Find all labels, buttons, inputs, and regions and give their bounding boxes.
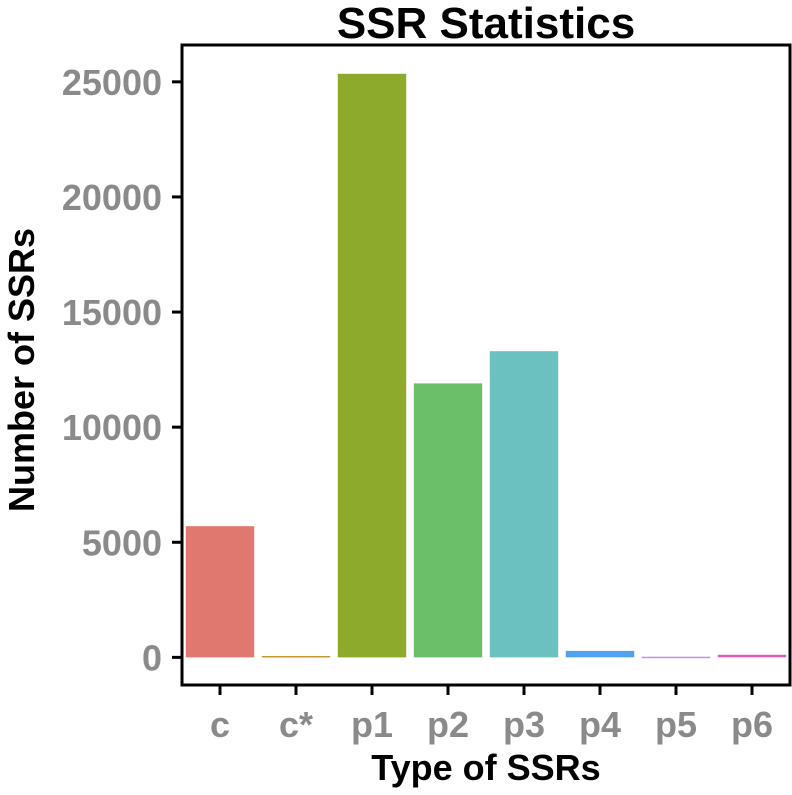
x-tick-label: p3 bbox=[503, 704, 545, 745]
y-tick-label: 10000 bbox=[62, 407, 162, 448]
bar-p3 bbox=[489, 351, 559, 658]
chart-title: SSR Statistics bbox=[337, 0, 635, 48]
y-tick-label: 20000 bbox=[62, 177, 162, 218]
y-tick-label: 0 bbox=[142, 637, 162, 678]
x-axis-ticks: c c* p1 p2 p3 p4 p5 p6 bbox=[210, 685, 773, 745]
bar-p6 bbox=[717, 654, 787, 658]
x-tick-label: c* bbox=[279, 704, 313, 745]
x-tick-label: p6 bbox=[731, 704, 773, 745]
bars-group bbox=[185, 73, 787, 659]
bar-c bbox=[185, 526, 255, 658]
x-tick-label: p1 bbox=[351, 704, 393, 745]
bar-p4 bbox=[565, 650, 635, 658]
y-tick-label: 15000 bbox=[62, 292, 162, 333]
bar-p2 bbox=[413, 383, 483, 658]
y-axis-title: Number of SSRs bbox=[1, 228, 42, 512]
bar-cstar bbox=[261, 656, 331, 658]
y-axis-ticks: 0 5000 10000 15000 20000 25000 bbox=[62, 62, 182, 678]
y-tick-label: 25000 bbox=[62, 62, 162, 103]
x-tick-label: c bbox=[210, 704, 230, 745]
x-tick-label: p5 bbox=[655, 704, 697, 745]
plot-frame bbox=[180, 43, 792, 687]
x-axis-title: Type of SSRs bbox=[371, 747, 600, 788]
x-tick-label: p2 bbox=[427, 704, 469, 745]
bar-p5 bbox=[641, 656, 711, 659]
y-tick-label: 5000 bbox=[82, 522, 162, 563]
x-tick-label: p4 bbox=[579, 704, 621, 745]
bar-p1 bbox=[337, 73, 407, 658]
